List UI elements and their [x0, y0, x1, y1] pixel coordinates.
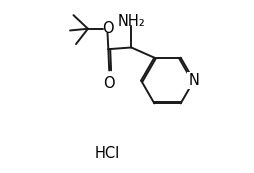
Text: HCl: HCl [94, 145, 119, 161]
Text: N: N [188, 73, 199, 88]
Text: O: O [103, 76, 115, 91]
Text: O: O [101, 21, 113, 36]
Text: NH₂: NH₂ [117, 14, 145, 29]
